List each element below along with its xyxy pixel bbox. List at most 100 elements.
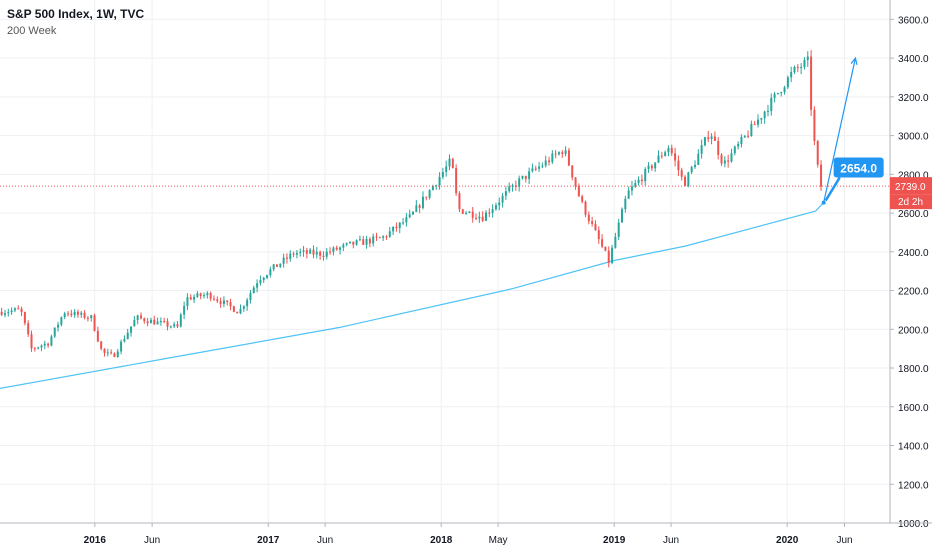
candle-body <box>478 216 481 219</box>
candle-body <box>627 190 630 199</box>
candle-body <box>299 251 302 253</box>
candle-body <box>256 283 259 288</box>
candle-body <box>820 164 823 187</box>
candle-body <box>189 297 192 300</box>
candles-layer <box>0 50 823 358</box>
projection-anchor-dot <box>821 200 826 205</box>
candle-body <box>329 251 332 253</box>
candle-body <box>508 186 511 192</box>
candle-body <box>421 196 424 208</box>
candle-body <box>229 302 232 307</box>
candle-body <box>216 299 219 302</box>
candle-body <box>103 348 106 353</box>
candle-body <box>747 135 750 137</box>
candle-body <box>325 251 328 257</box>
candle-body <box>548 160 551 163</box>
candle-body <box>199 293 202 297</box>
candle-body <box>498 202 501 206</box>
callout-label: 2654.0 <box>840 162 877 176</box>
candle-body <box>242 306 245 309</box>
candle-body <box>621 209 624 223</box>
candle-body <box>153 319 156 325</box>
candle-body <box>179 314 182 327</box>
candle-body <box>196 293 199 297</box>
candle-body <box>272 264 275 270</box>
candle-body <box>385 236 388 238</box>
candle-body <box>222 300 225 305</box>
candle-body <box>584 201 587 215</box>
candle-body <box>136 315 139 320</box>
candle-body <box>236 311 239 314</box>
candle-body <box>660 155 663 157</box>
candle-body <box>554 153 557 155</box>
candle-body <box>166 321 169 327</box>
candle-body <box>80 312 83 315</box>
candle-body <box>378 237 381 239</box>
candle-body <box>355 240 358 245</box>
candle-body <box>7 312 10 314</box>
candle-body <box>53 327 56 337</box>
x-tick-label: Jun <box>317 535 333 546</box>
candle-body <box>727 160 730 162</box>
candle-body <box>528 171 531 180</box>
candle-body <box>591 221 594 224</box>
candle-body <box>594 223 597 231</box>
candle-body <box>693 164 696 168</box>
y-tick-label: 2600.0 <box>898 209 929 220</box>
candle-body <box>302 250 305 252</box>
candle-body <box>458 193 461 210</box>
candle-body <box>766 111 769 113</box>
candle-body <box>740 137 743 144</box>
candle-body <box>806 56 809 61</box>
y-tick-label: 3400.0 <box>898 54 929 65</box>
candle-body <box>146 321 149 324</box>
candle-body <box>339 247 342 250</box>
countdown-label: 2d 2h <box>898 197 923 208</box>
candle-body <box>786 77 789 88</box>
y-tick-label: 1800.0 <box>898 364 929 375</box>
candle-body <box>488 212 491 214</box>
candle-body <box>176 324 179 327</box>
candle-body <box>203 295 206 297</box>
candle-body <box>703 137 706 146</box>
candle-body <box>163 321 166 323</box>
candle-body <box>813 109 816 142</box>
candle-body <box>93 315 96 331</box>
candle-body <box>312 249 315 255</box>
candle-body <box>677 160 680 171</box>
candle-body <box>275 264 278 267</box>
candle-body <box>332 247 335 252</box>
candle-body <box>707 137 710 139</box>
candle-body <box>780 92 783 94</box>
candle-body <box>796 66 799 68</box>
candle-body <box>60 317 63 325</box>
candle-body <box>3 313 6 315</box>
candle-body <box>617 222 620 237</box>
candle-body <box>514 185 517 187</box>
candle-body <box>471 211 474 218</box>
candle-body <box>402 222 405 224</box>
candle-body <box>133 319 136 327</box>
candle-body <box>531 168 534 172</box>
candle-body <box>232 306 235 312</box>
candle-body <box>159 321 162 323</box>
x-tick-label: Jun <box>663 535 679 546</box>
candle-body <box>20 308 23 313</box>
candle-body <box>193 296 196 300</box>
candle-body <box>770 97 773 112</box>
candle-body <box>577 186 580 197</box>
y-tick-label: 2000.0 <box>898 325 929 336</box>
candle-body <box>713 136 716 141</box>
candle-body <box>126 332 129 340</box>
candle-body <box>226 300 229 303</box>
candle-body <box>640 179 643 182</box>
candle-body <box>674 153 677 161</box>
y-tick-label: 2200.0 <box>898 287 929 298</box>
candle-body <box>760 118 763 120</box>
moving-average-layer <box>0 202 825 389</box>
candle-body <box>398 222 401 229</box>
candle-body <box>465 212 468 214</box>
annotation-callout[interactable]: 2654.0 <box>824 157 884 202</box>
